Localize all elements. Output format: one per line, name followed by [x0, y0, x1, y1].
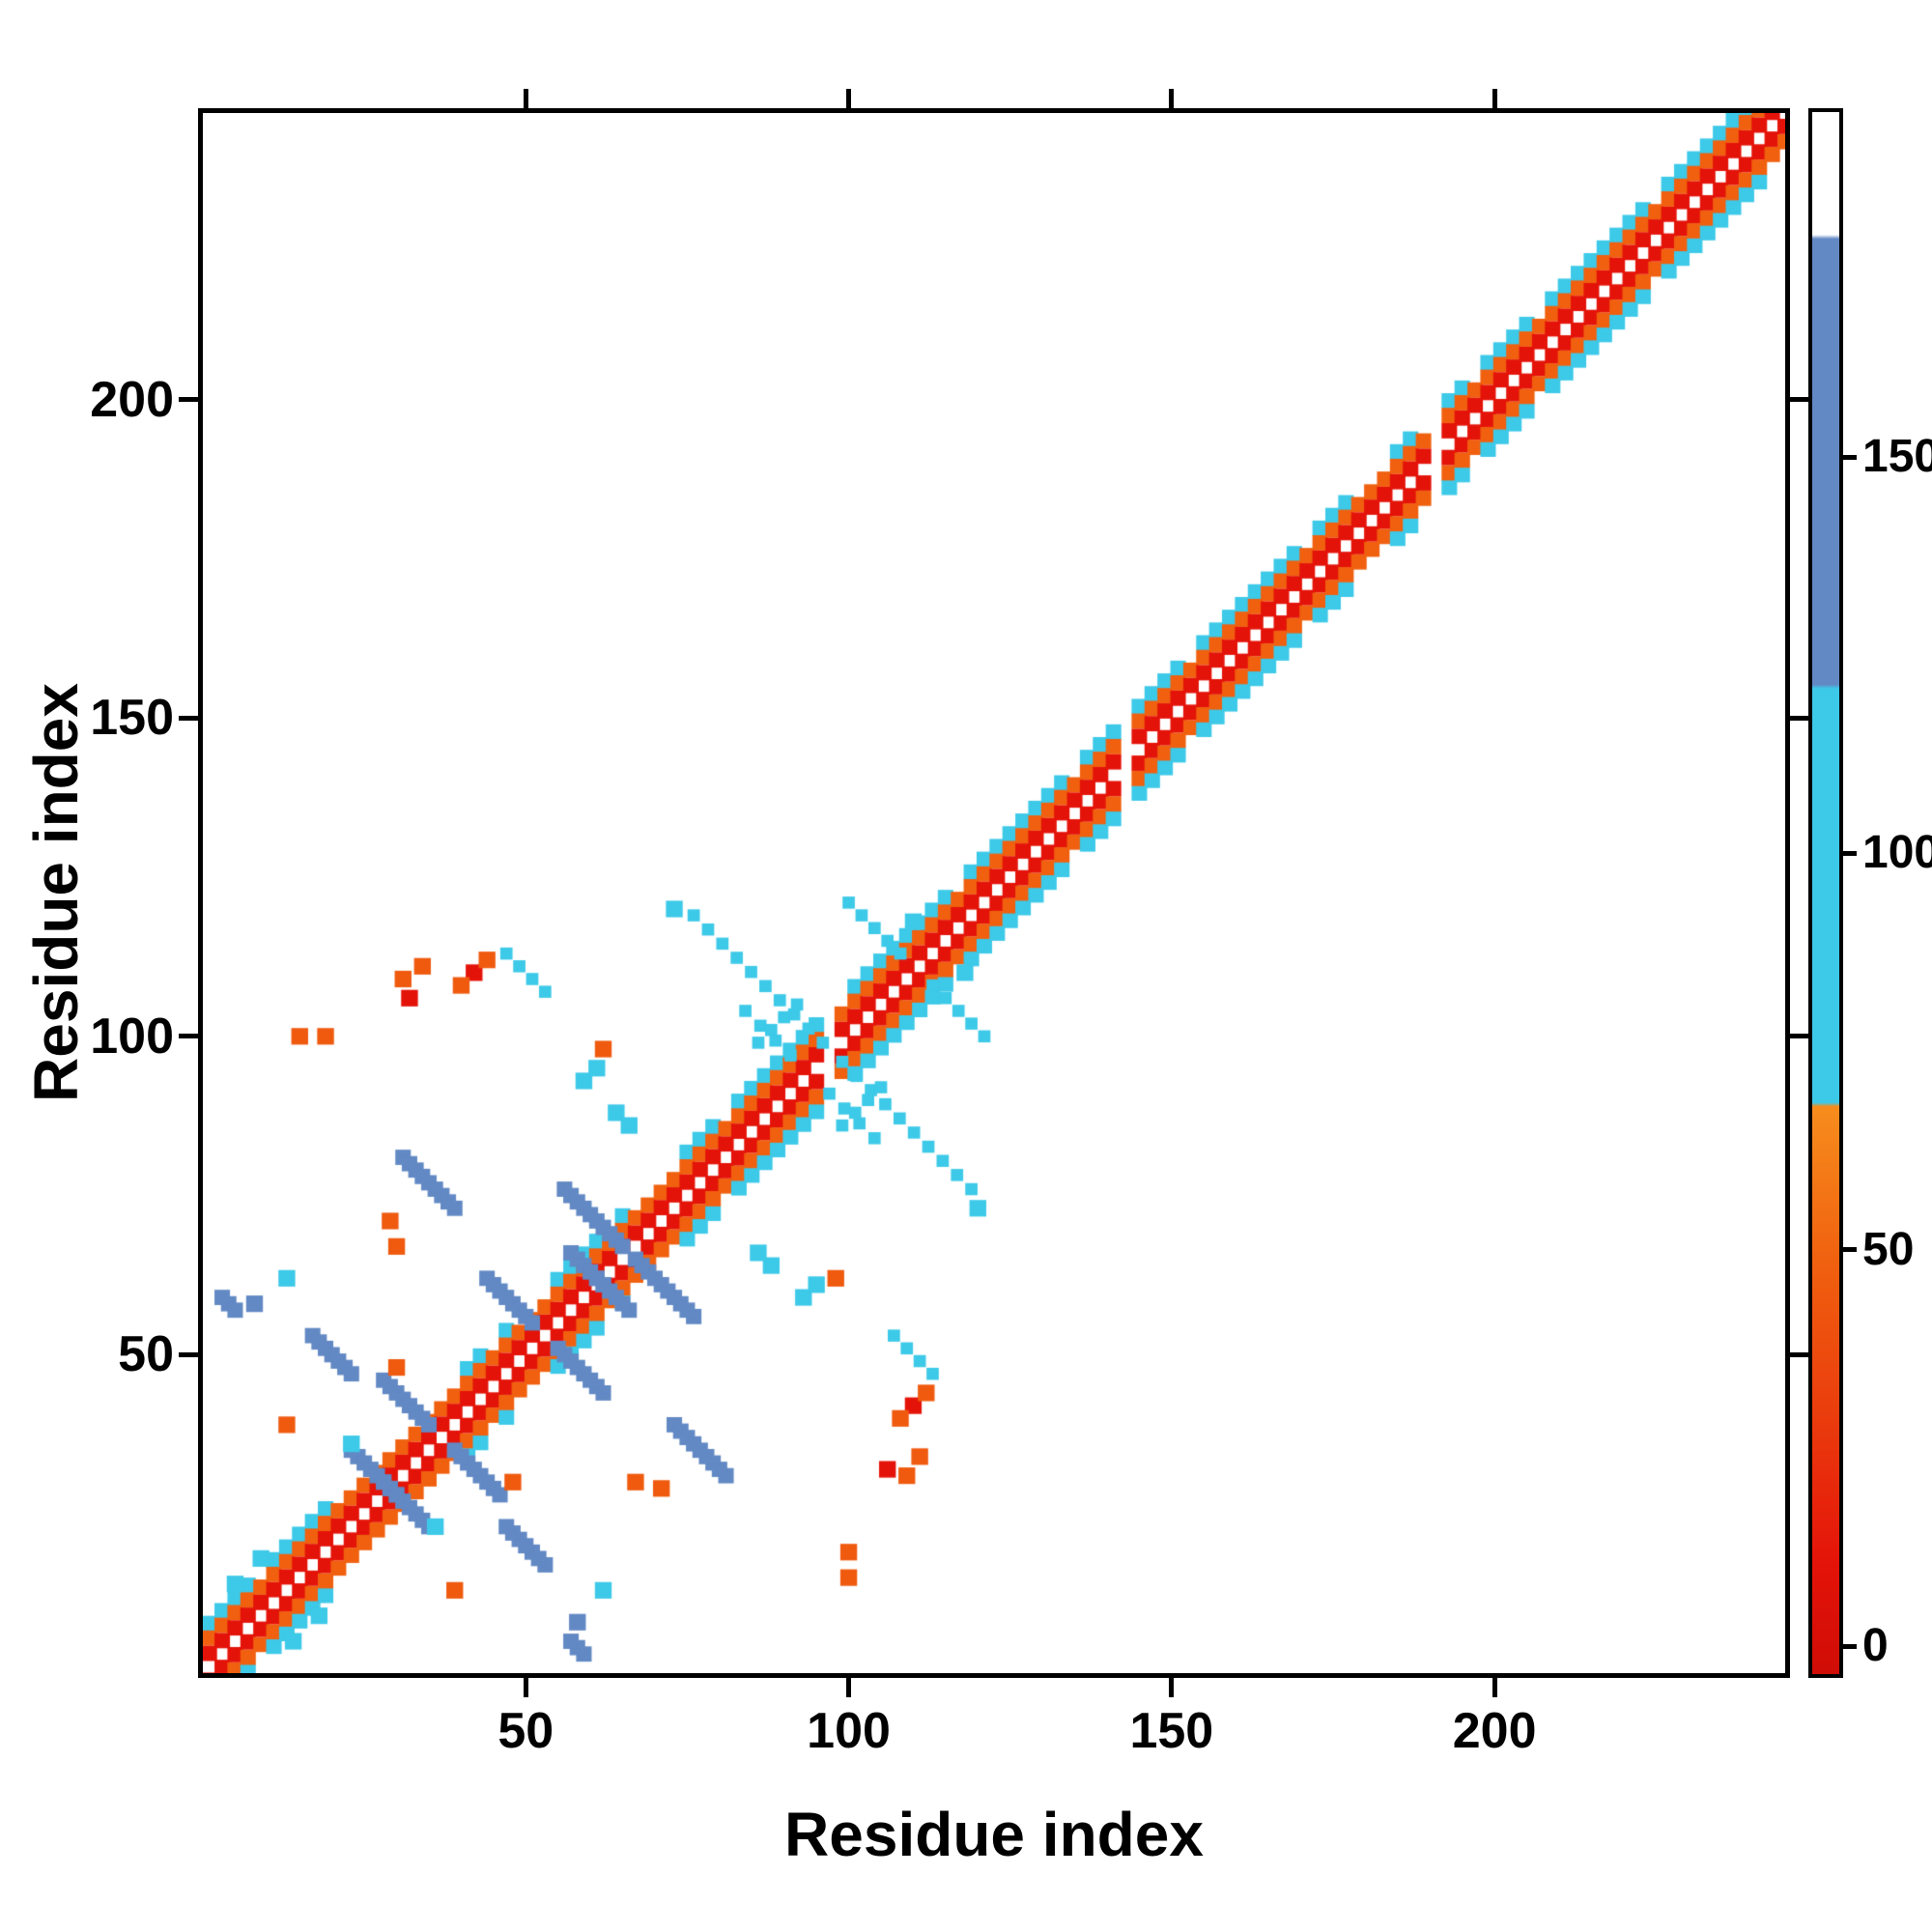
colorbar-gradient-canvas: [1812, 112, 1839, 1674]
tick-mark: [846, 1678, 852, 1697]
tick-mark: [1492, 1678, 1497, 1697]
y-tick-label: 100: [90, 1008, 174, 1065]
colorbar-tick-label: 50: [1862, 1223, 1915, 1275]
tick-mark: [523, 1678, 528, 1697]
tick-mark: [1169, 1678, 1175, 1697]
colorbar-tick-label: 0: [1862, 1620, 1889, 1672]
tick-mark: [1790, 1351, 1809, 1357]
tick-mark: [1492, 89, 1497, 108]
tick-mark: [1843, 1643, 1857, 1649]
tick-mark: [1843, 850, 1857, 856]
tick-mark: [1169, 89, 1175, 108]
tick-mark: [1790, 715, 1809, 721]
tick-mark: [179, 397, 198, 403]
tick-mark: [179, 715, 198, 721]
tick-mark: [523, 89, 528, 108]
tick-mark: [179, 1351, 198, 1357]
x-tick-label: 200: [1452, 1703, 1537, 1759]
tick-mark: [1843, 1247, 1857, 1253]
tick-mark: [846, 89, 852, 108]
plot-area: [198, 108, 1790, 1678]
tick-mark: [1843, 454, 1857, 460]
y-tick-label: 200: [90, 371, 174, 428]
colorbar-tick-label: 150: [1862, 431, 1932, 483]
x-tick-label: 100: [807, 1703, 891, 1759]
tick-mark: [1790, 1034, 1809, 1039]
tick-mark: [1790, 397, 1809, 403]
colorbar-tick-label: 100: [1862, 827, 1932, 879]
x-tick-label: 150: [1129, 1703, 1214, 1759]
y-tick-label: 50: [118, 1326, 174, 1383]
heatmap-canvas: [203, 113, 1785, 1673]
tick-mark: [179, 1034, 198, 1039]
y-tick-label: 150: [90, 690, 174, 747]
colorbar: [1808, 108, 1843, 1678]
x-tick-label: 50: [497, 1703, 554, 1759]
x-axis-title: Residue index: [784, 1800, 1204, 1869]
